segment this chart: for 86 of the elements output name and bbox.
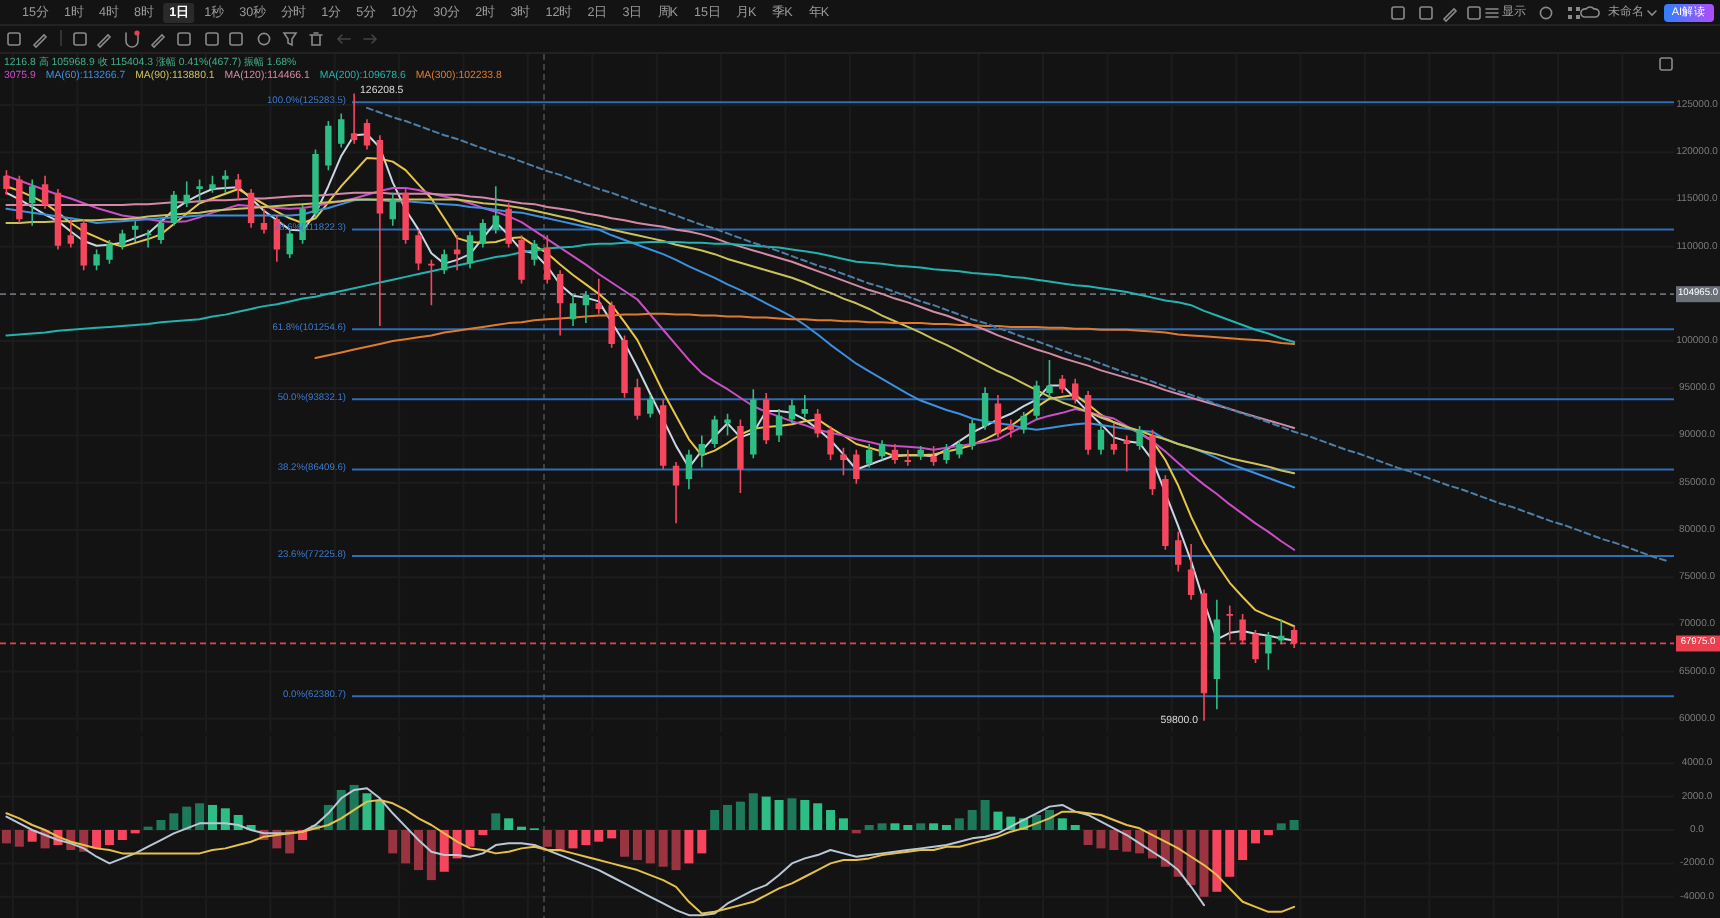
bar	[27, 830, 37, 842]
candlestick	[595, 278, 602, 314]
bar	[813, 803, 823, 831]
bar	[967, 809, 977, 830]
candlestick	[904, 449, 912, 466]
bar	[375, 799, 385, 831]
bar	[1263, 830, 1273, 836]
bar	[413, 830, 424, 871]
candlestick	[1226, 605, 1233, 641]
bar	[401, 830, 411, 864]
bar	[761, 796, 771, 831]
bar	[182, 806, 192, 831]
bar	[671, 830, 681, 871]
bar	[491, 813, 501, 831]
bar	[607, 830, 617, 839]
bar	[632, 830, 642, 861]
bar	[594, 830, 604, 842]
candlestick	[260, 208, 268, 234]
bar	[1238, 830, 1248, 861]
candlestick	[67, 219, 75, 248]
bar	[916, 823, 926, 830]
bar	[826, 809, 836, 830]
bar	[426, 830, 436, 881]
bar	[207, 804, 217, 831]
bar	[1250, 830, 1261, 844]
line-series	[5, 191, 1296, 429]
bar	[903, 825, 913, 831]
bar	[92, 830, 102, 849]
bar	[684, 830, 694, 864]
bar	[1070, 825, 1080, 831]
bar	[645, 830, 655, 864]
bar	[504, 818, 514, 831]
line-series	[5, 240, 1296, 343]
bar	[697, 830, 707, 854]
bar	[710, 809, 720, 830]
bar	[890, 823, 900, 830]
bar	[104, 830, 114, 846]
candlestick	[1007, 419, 1015, 438]
candlestick	[1110, 423, 1118, 455]
bar	[1057, 818, 1067, 831]
bar	[787, 798, 797, 830]
bar	[555, 830, 565, 852]
candlestick	[1123, 435, 1130, 472]
bar	[542, 830, 552, 847]
bar	[929, 823, 939, 830]
bar	[774, 799, 784, 831]
bar	[1225, 830, 1235, 877]
bar	[117, 830, 127, 841]
bar	[748, 793, 758, 831]
bar	[864, 825, 874, 831]
bar	[388, 830, 398, 854]
bar	[1276, 823, 1286, 830]
bar	[1109, 830, 1119, 851]
bar	[980, 799, 990, 831]
bar	[1, 830, 11, 844]
line-series	[5, 798, 1296, 915]
candlestick	[1278, 619, 1285, 645]
line-series	[366, 106, 1669, 563]
candlestick	[492, 186, 499, 234]
bar	[735, 801, 745, 831]
bar	[14, 830, 24, 847]
candlestick	[1020, 411, 1027, 434]
bar	[362, 793, 372, 831]
bar	[220, 808, 230, 831]
bar	[993, 811, 1003, 830]
bar	[800, 799, 810, 831]
candlestick	[131, 221, 139, 242]
bar	[620, 830, 630, 857]
bar	[1212, 830, 1222, 892]
bar	[195, 803, 205, 831]
bar	[658, 830, 668, 867]
line-series	[5, 174, 1296, 551]
candlestick	[144, 229, 152, 248]
bar	[838, 818, 848, 831]
candlestick	[801, 394, 809, 418]
bar	[877, 823, 887, 830]
bar	[169, 813, 179, 831]
bar	[723, 804, 733, 831]
line-series	[5, 787, 1205, 917]
bar	[941, 825, 951, 831]
candlestick	[544, 235, 551, 284]
bar	[954, 818, 964, 831]
candlestick	[453, 235, 461, 271]
candlestick	[350, 93, 358, 144]
bar	[1289, 819, 1299, 831]
candlestick	[647, 394, 654, 418]
